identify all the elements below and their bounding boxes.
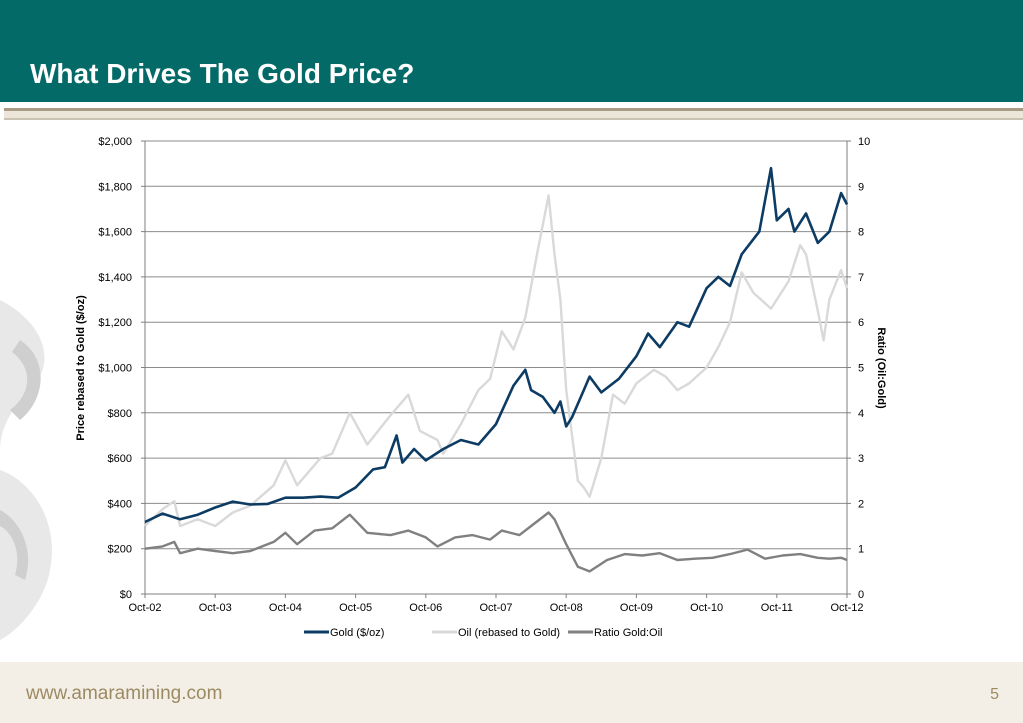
y-tick-label: $1,800 (98, 181, 132, 193)
x-tick-label: Oct-06 (409, 602, 442, 614)
series-line-0 (144, 166, 849, 524)
y-tick-label: $200 (108, 544, 132, 556)
y-axis-title: Price rebased to Gold ($/oz) (75, 295, 87, 441)
decorative-swirl-shape-4 (0, 510, 29, 580)
y-tick-label: $600 (108, 453, 132, 465)
y2-tick-label: 10 (858, 136, 870, 148)
header-bar (0, 0, 1023, 102)
y-tick-label: $1,400 (98, 272, 132, 284)
header-rule-shadow (4, 118, 1023, 120)
chart-legend: Gold ($/oz) Oil (rebased to Gold) Ratio Go… (304, 627, 662, 639)
header-rule (4, 108, 1023, 111)
x-tick-label: Oct-04 (269, 602, 302, 614)
y-tick-label: $800 (108, 408, 132, 420)
y-tick-label: $1,200 (98, 317, 132, 329)
y2-tick-label: 4 (858, 408, 864, 420)
x-tick-label: Oct-02 (128, 602, 161, 614)
footer-website[interactable]: www.amaramining.com (26, 683, 223, 704)
y2-axis-title: Ratio (Oil:Gold) (875, 327, 887, 409)
series-line-2 (144, 511, 848, 573)
header-rule-light (4, 111, 1023, 118)
chart-gridlines (145, 140, 847, 550)
y-tick-label: $1,000 (98, 363, 132, 375)
left-axis-ticks: $0 $200 $400 $600 $800 $1,000 $1,200 $1,400 $1,6… (98, 136, 145, 601)
slide-title: What Drives The Gold Price? (30, 58, 415, 89)
y2-tick-label: 3 (858, 453, 864, 465)
chart-series (144, 166, 849, 573)
x-axis-ticks: Oct-02 Oct-03 Oct-04 Oct-05 Oct-06 Oct-07 Oct-… (128, 594, 864, 614)
legend-label: Ratio Gold:Oil (594, 627, 662, 639)
series-line-1 (144, 194, 849, 528)
y2-tick-label: 9 (858, 181, 864, 193)
x-tick-label: Oct-03 (199, 602, 232, 614)
legend-label: Gold ($/oz) (330, 627, 384, 639)
decorative-swirl-shape-1 (0, 300, 45, 450)
x-tick-label: Oct-11 (761, 602, 793, 614)
y2-tick-label: 1 (858, 544, 864, 556)
y2-tick-label: 0 (858, 589, 864, 601)
y2-tick-label: 5 (858, 363, 864, 375)
x-tick-label: Oct-09 (620, 602, 653, 614)
y-tick-label: $0 (120, 589, 132, 601)
x-tick-label: Oct-10 (690, 602, 723, 614)
y2-tick-label: 8 (858, 227, 864, 239)
legend-label: Oil (rebased to Gold) (458, 627, 560, 639)
y2-tick-label: 2 (858, 498, 864, 510)
y-tick-label: $400 (108, 498, 132, 510)
x-tick-label: Oct-05 (339, 602, 372, 614)
decorative-swirl-shape-3 (10, 340, 41, 420)
x-tick-label: Oct-08 (550, 602, 583, 614)
decorative-swirl (0, 300, 52, 640)
x-tick-label: Oct-07 (479, 602, 512, 614)
right-axis-ticks: 0 1 2 3 4 5 6 7 8 9 10 (847, 136, 870, 601)
x-tick-label: Oct-12 (830, 602, 863, 614)
page-number: 5 (990, 686, 999, 703)
gold-price-chart: $0 $200 $400 $600 $800 $1,000 $1,200 $1,400 $1,6… (75, 136, 887, 639)
y-tick-label: $1,600 (98, 227, 132, 239)
footer-bar: www.amaramining.com 5 (0, 662, 1023, 723)
y2-tick-label: 6 (858, 317, 864, 329)
y2-tick-label: 7 (858, 272, 864, 284)
y-tick-label: $2,000 (98, 136, 132, 148)
